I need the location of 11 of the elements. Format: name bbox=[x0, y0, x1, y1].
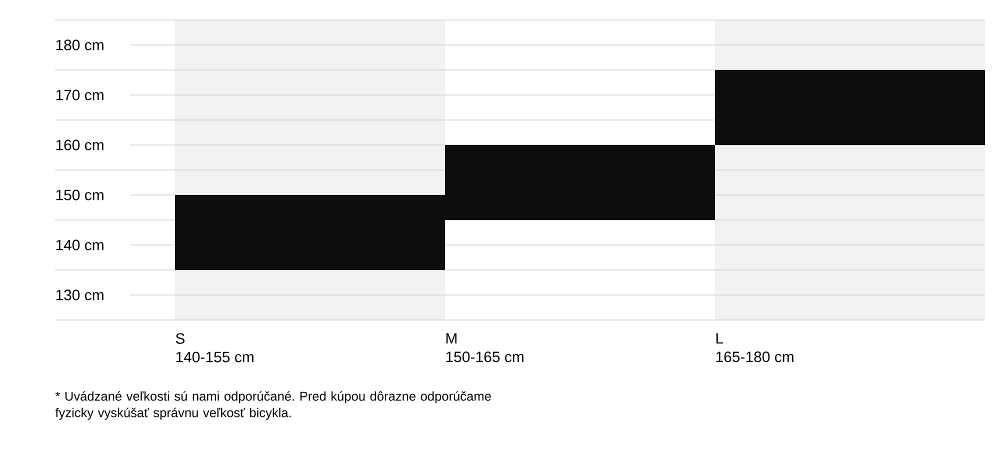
x-tick-label: L 165-180 cm bbox=[716, 333, 794, 362]
y-tick-label: 130 cm bbox=[56, 290, 104, 300]
x-tick-label: M 150-165 cm bbox=[446, 333, 524, 362]
bar bbox=[715, 70, 986, 145]
y-tick-label: 140 cm bbox=[56, 240, 104, 250]
y-tick-label: 150 cm bbox=[56, 190, 104, 200]
text: * Uvádzané veľkosti sú nami odporúčané. Pred kúpou dôrazne odporúčame fyzicky vyskúšať správnu veľkosť bicykla. bbox=[55, 391, 491, 420]
y-tick-label: 180 cm bbox=[56, 40, 104, 50]
y-tick-label: 160 cm bbox=[56, 140, 104, 150]
x-tick-label: S 140-155 cm bbox=[176, 333, 254, 362]
y-tick-label: 170 cm bbox=[56, 90, 104, 100]
